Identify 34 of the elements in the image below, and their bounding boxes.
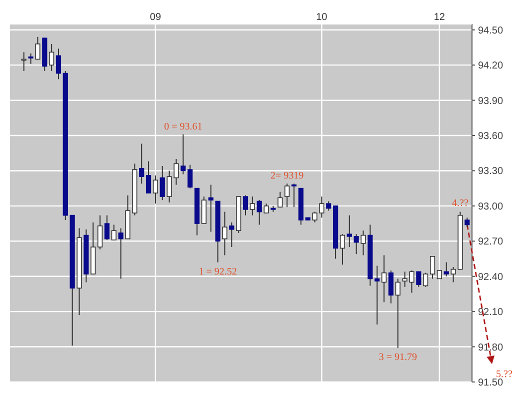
y-tick-label: 93.00 — [478, 201, 504, 212]
candlestick — [104, 214, 110, 240]
candlestick — [242, 194, 248, 216]
candlestick — [388, 270, 394, 304]
x-tick-label: 09 — [150, 12, 162, 23]
y-tick-label: 92.70 — [478, 236, 504, 248]
y-tick-label: 94.20 — [478, 60, 504, 72]
y-tick-label: 91.80 — [478, 342, 504, 354]
candlestick — [291, 183, 297, 208]
annotation: 4.?? — [452, 198, 469, 209]
candlestick — [374, 265, 380, 325]
y-tick-label: 92.10 — [478, 307, 504, 318]
annotation: 2= 9319 — [270, 170, 304, 182]
y-tick-label: 94.50 — [478, 25, 504, 36]
y-tick-label: 92.40 — [478, 272, 504, 283]
y-tick-label: 91.50 — [478, 378, 504, 388]
y-tick-label: 93.60 — [478, 131, 504, 142]
x-tick-label: 10 — [316, 12, 328, 23]
annotation: 0 = 93.61 — [164, 121, 202, 132]
candlestick — [188, 164, 193, 189]
candlestick — [326, 200, 332, 212]
candlestick — [444, 262, 449, 277]
candlestick — [35, 36, 40, 60]
x-tick-label: 12 — [434, 12, 446, 23]
candlestick — [160, 166, 165, 201]
annotation: 1 = 92.52 — [198, 266, 237, 278]
candlestick — [346, 214, 352, 248]
annotation: 3 = 91.79 — [378, 352, 417, 363]
y-tick-label: 93.90 — [478, 96, 504, 107]
y-tick-label: 93.30 — [478, 166, 504, 178]
candlestick — [208, 184, 214, 232]
candlestick — [56, 48, 62, 80]
candlestick — [146, 160, 152, 194]
candlestick — [139, 143, 144, 184]
